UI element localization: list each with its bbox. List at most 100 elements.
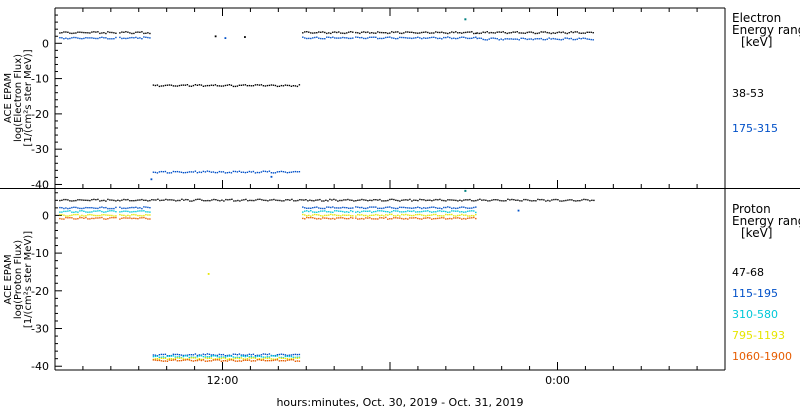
data-point (310, 215, 312, 217)
data-point (162, 360, 165, 362)
data-point (182, 172, 185, 174)
data-point (324, 210, 326, 212)
data-point (125, 207, 127, 210)
data-point (164, 360, 167, 362)
data-point (445, 32, 447, 34)
data-point (202, 359, 205, 361)
data-point (242, 84, 245, 86)
data-point (232, 356, 235, 358)
data-point (332, 214, 334, 216)
data-point (401, 206, 403, 209)
data-point (554, 32, 556, 34)
data-point (473, 216, 475, 219)
data-point (508, 32, 510, 34)
data-point (348, 217, 350, 220)
data-point (170, 355, 173, 357)
data-point (226, 360, 229, 362)
data-point (154, 358, 157, 360)
data-point (185, 198, 187, 201)
data-point (93, 31, 95, 33)
data-point (355, 31, 357, 34)
data-point (256, 354, 259, 356)
data-point (437, 207, 439, 209)
data-point (139, 210, 141, 212)
data-point (314, 213, 316, 216)
data-point (325, 199, 327, 201)
data-point (127, 37, 129, 39)
data-point (363, 218, 365, 220)
data-point (284, 357, 287, 360)
data-point (284, 355, 287, 358)
y-tick-label: -40 (31, 360, 49, 373)
data-point (447, 211, 449, 213)
data-point (290, 359, 293, 361)
data-point (75, 199, 77, 202)
data-point (204, 360, 207, 362)
data-point (490, 37, 492, 39)
data-point (268, 353, 271, 355)
series-115-195 (59, 206, 520, 357)
data-point (397, 210, 399, 212)
data-point (357, 32, 359, 34)
data-point (540, 37, 542, 40)
data-point (348, 37, 350, 40)
data-point (99, 32, 101, 35)
data-point (518, 39, 520, 41)
data-point (242, 354, 245, 356)
data-point (298, 357, 301, 359)
data-point (206, 357, 209, 360)
data-point (119, 211, 121, 213)
data-point (278, 353, 281, 356)
data-point (445, 218, 447, 220)
data-point (170, 84, 173, 86)
data-point (469, 215, 471, 217)
data-point (286, 172, 289, 174)
data-point (338, 207, 340, 209)
data-point (91, 37, 93, 39)
data-point (350, 207, 352, 209)
data-point (127, 214, 129, 217)
data-point (326, 211, 328, 213)
data-point (536, 38, 538, 40)
data-point (563, 200, 565, 202)
data-point (234, 85, 237, 88)
data-point (214, 84, 217, 86)
data-point (111, 199, 113, 201)
y-tick-label: -10 (31, 73, 49, 86)
data-point (439, 31, 441, 34)
data-point (544, 39, 546, 41)
data-point (169, 199, 171, 201)
data-point (534, 32, 536, 35)
data-point (371, 218, 373, 220)
data-point (519, 200, 521, 202)
data-point (449, 32, 451, 34)
data-point (154, 359, 157, 361)
data-point (355, 200, 357, 202)
data-point (425, 215, 427, 217)
data-point (278, 171, 281, 173)
data-point (210, 171, 213, 173)
legend-title-line: [keV] (741, 226, 772, 240)
data-point (381, 200, 383, 202)
data-point (507, 198, 509, 200)
data-point (268, 359, 271, 362)
data-point (308, 37, 310, 40)
data-point (304, 210, 306, 212)
data-point (431, 218, 433, 220)
data-point (232, 85, 235, 88)
data-point (291, 198, 293, 201)
data-point (222, 353, 225, 356)
data-point (403, 206, 405, 209)
data-point (162, 357, 165, 360)
top-panel-ylabel: ACE EPAM log(Electron Flux) [1/(cm²s ster … (3, 49, 34, 146)
data-point (306, 215, 308, 217)
data-point (501, 200, 503, 202)
data-point (206, 170, 209, 172)
data-point (328, 211, 330, 213)
data-point (245, 198, 247, 201)
data-point (332, 36, 334, 38)
data-point (246, 358, 249, 360)
data-point (546, 38, 548, 40)
data-point (229, 198, 231, 201)
